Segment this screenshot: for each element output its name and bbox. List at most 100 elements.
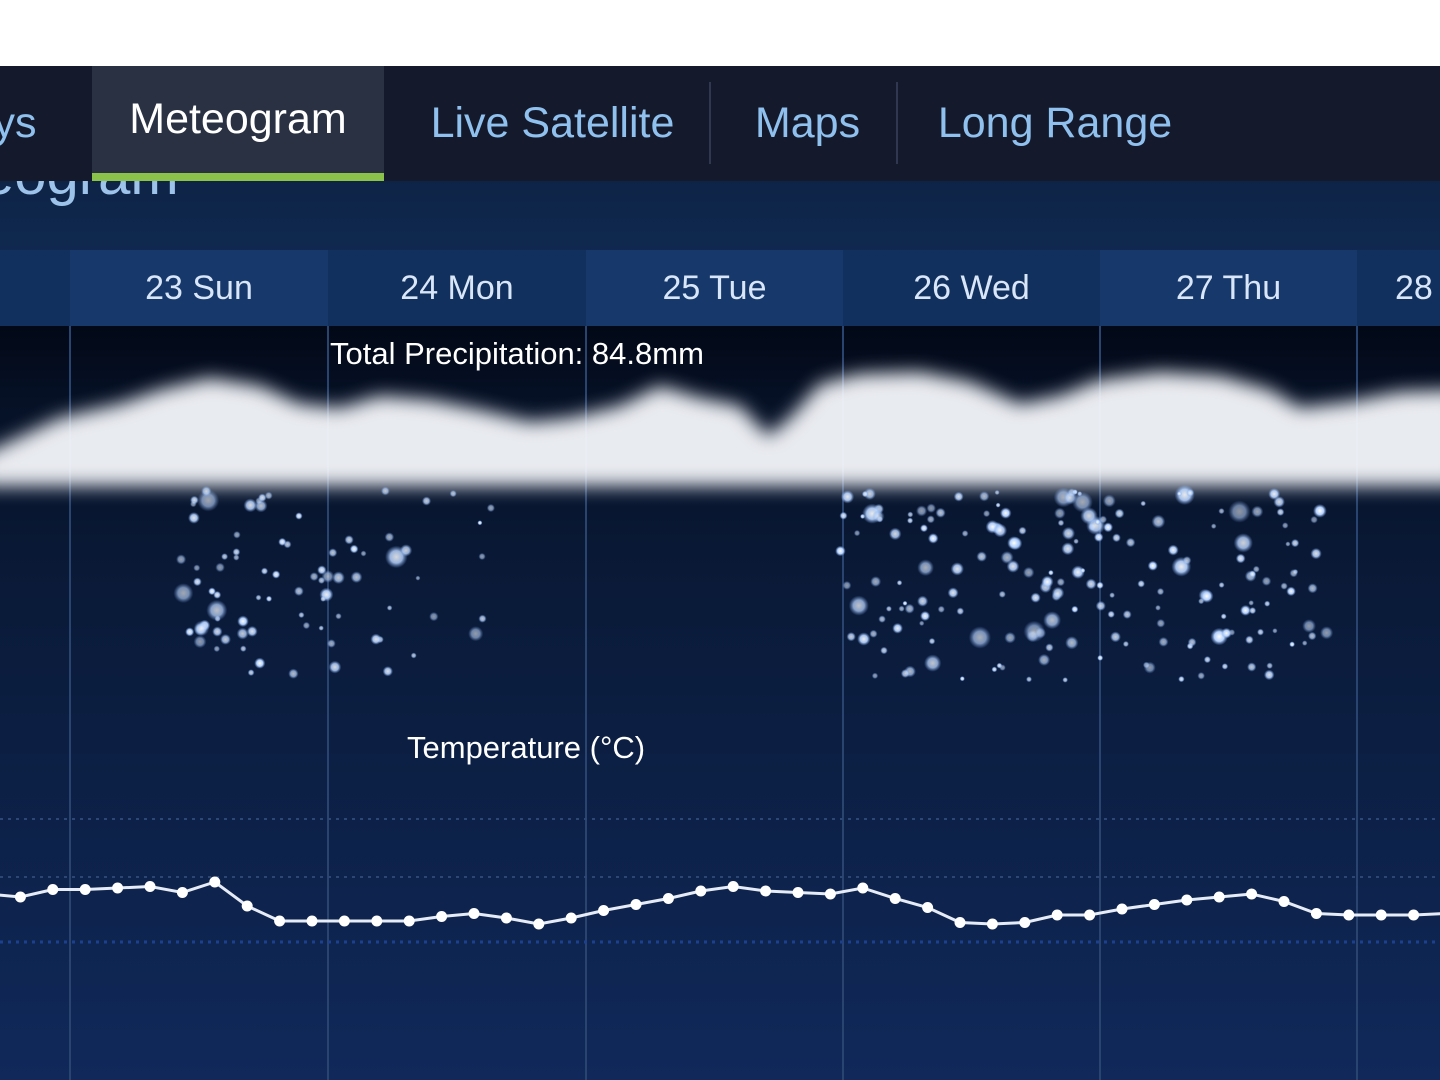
temperature-point xyxy=(468,908,480,919)
snowflake-mark xyxy=(309,572,319,582)
snowflake-mark xyxy=(321,570,335,583)
temperature-point xyxy=(598,905,610,916)
snowflake-mark xyxy=(193,577,202,587)
snowflake-mark xyxy=(247,669,255,676)
tab-live-satellite[interactable]: Live Satellite xyxy=(430,99,675,147)
snowflake-mark xyxy=(233,554,240,561)
snowflake-mark xyxy=(835,545,846,557)
snowflake-mark xyxy=(236,627,249,640)
temperature-point xyxy=(403,915,415,927)
snowflake-mark xyxy=(1235,553,1246,564)
meteogram-chart: Total Precipitation: 84.8mm Temperature … xyxy=(0,326,1440,1080)
snowflake-mark xyxy=(1221,663,1229,670)
temperature-point xyxy=(1408,909,1420,921)
snowflake-mark xyxy=(959,676,965,682)
snowflake-mark xyxy=(900,669,910,678)
temperature-series xyxy=(0,876,1440,930)
snowflake-mark xyxy=(935,507,946,518)
snowflake-mark xyxy=(1109,592,1115,599)
snowflake-mark xyxy=(1228,500,1251,523)
snowflake-mark xyxy=(478,552,486,561)
snowflake-mark xyxy=(1112,533,1121,543)
snowflake-mark xyxy=(920,610,931,622)
snowflake-mark xyxy=(173,583,194,604)
snowflake-mark xyxy=(1320,626,1334,640)
snowflake-mark xyxy=(240,645,247,652)
snowflake-mark xyxy=(1289,569,1298,578)
temperature-point xyxy=(1051,909,1063,921)
snowflake-mark xyxy=(1307,631,1317,641)
snowflake-mark xyxy=(1099,515,1108,524)
snowflake-mark xyxy=(1186,488,1195,497)
snowflake-mark xyxy=(1240,604,1251,616)
snowflake-mark xyxy=(429,611,439,622)
snowflake-mark xyxy=(349,544,359,554)
day-header-cell: 26 Wed xyxy=(843,250,1100,326)
snowflake-mark xyxy=(1085,578,1097,590)
temperature-point xyxy=(500,912,512,924)
snowflake-mark xyxy=(221,553,229,561)
snowflake-mark xyxy=(1125,537,1136,548)
day-header-cell: 23 Sun xyxy=(70,250,328,326)
snowflake-mark xyxy=(907,511,914,518)
snowflake-mark xyxy=(917,559,934,577)
tab-meteogram[interactable]: Meteogram xyxy=(92,66,384,181)
day-header-cell: 28 xyxy=(1357,250,1440,326)
tab-long-range[interactable]: Long Range xyxy=(937,99,1173,147)
tab-maps[interactable]: Maps xyxy=(754,99,861,147)
snowflake-mark xyxy=(1248,600,1254,606)
temperature-point xyxy=(144,881,156,892)
snowflake-mark xyxy=(246,625,258,637)
snowflake-mark xyxy=(1004,631,1016,644)
day-header-cell: 27 Thu xyxy=(1100,250,1357,326)
temperature-line xyxy=(0,880,1440,926)
snowflake-mark xyxy=(176,554,187,565)
tab-days[interactable]: ys xyxy=(0,99,37,147)
snowflake-mark xyxy=(920,524,928,533)
temperature-point xyxy=(565,912,577,924)
snowflake-mark xyxy=(477,520,483,526)
snowflake-mark xyxy=(478,614,487,623)
snowflake-mark xyxy=(993,523,1008,538)
snowflake-mark xyxy=(872,510,885,523)
snowflake-mark xyxy=(193,564,201,572)
snowflake-mark xyxy=(1102,494,1116,508)
snowflake-mark xyxy=(208,587,216,596)
snowflake-mark xyxy=(486,503,495,513)
snowflake-mark xyxy=(1261,576,1272,586)
snowflake-mark xyxy=(350,571,363,584)
snowflake-mark xyxy=(380,486,390,496)
snowflake-mark xyxy=(861,490,869,498)
snowflake-mark xyxy=(318,625,324,631)
snowflake-mark xyxy=(254,657,266,669)
temperature-point xyxy=(1310,908,1322,919)
snowflake-mark xyxy=(271,570,281,579)
snowflake-mark xyxy=(1061,542,1075,556)
temperature-point xyxy=(1084,909,1096,921)
snowflake-mark xyxy=(927,533,939,544)
snowflake-mark xyxy=(1290,538,1300,548)
snowflake-mark xyxy=(1096,581,1104,589)
snowflake-mark xyxy=(328,660,342,674)
snowflake-mark xyxy=(1110,631,1121,643)
snowflake-mark xyxy=(926,503,936,513)
temperature-point xyxy=(889,893,901,904)
tab-separator xyxy=(709,82,711,164)
snowflake-mark xyxy=(976,551,987,562)
snowflake-mark xyxy=(1280,582,1288,590)
snowflake-mark xyxy=(995,502,1001,508)
temperature-point xyxy=(760,885,772,897)
snowflake-mark xyxy=(848,595,869,616)
snowflake-mark xyxy=(206,599,228,621)
snowflake-mark xyxy=(298,611,305,619)
snowflake-mark xyxy=(1137,580,1145,588)
temperature-point xyxy=(1278,896,1290,907)
temperature-point xyxy=(1181,894,1193,906)
snowflake-mark xyxy=(1249,607,1257,615)
temperature-point xyxy=(14,891,26,903)
snowflake-mark xyxy=(907,517,914,524)
temperature-label: Temperature (°C) xyxy=(407,730,646,765)
temperature-point xyxy=(47,884,59,895)
snowflake-mark xyxy=(994,489,1000,496)
day-header-row: 23 Sun 24 Mon 25 Tue 26 Wed 27 Thu 28 xyxy=(0,250,1440,326)
